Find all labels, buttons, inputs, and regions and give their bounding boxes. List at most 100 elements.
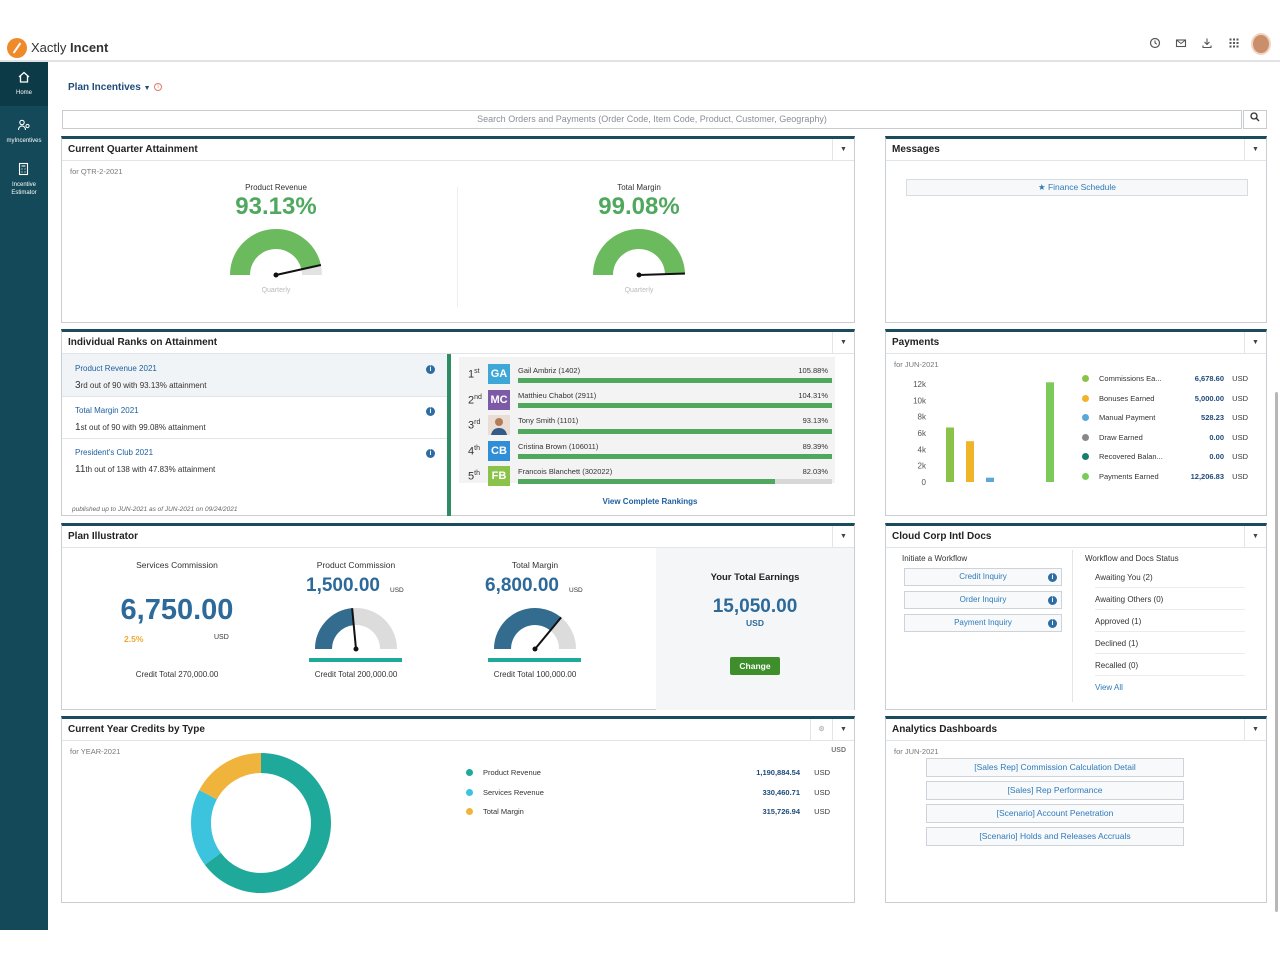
status-declined[interactable]: Declined (1) xyxy=(1095,639,1245,654)
commission-gauge xyxy=(494,608,576,652)
plan-incentives-menu[interactable]: Plan Incentives ▼ xyxy=(68,82,151,93)
rank-plan-detail: 1st out of 90 with 99.08% attainment xyxy=(75,422,448,433)
view-complete-rankings-link[interactable]: View Complete Rankings xyxy=(602,497,698,506)
gauge-needle xyxy=(351,608,357,650)
sidebar: Home myIncentives Incentive Estimator xyxy=(0,62,48,930)
finance-schedule-link[interactable]: ★ Finance Schedule xyxy=(906,179,1248,196)
leader-percent: 89.39% xyxy=(802,442,828,451)
apps-grid-icon[interactable] xyxy=(1227,37,1241,51)
dashboard-link[interactable]: [Sales] Rep Performance xyxy=(926,781,1184,800)
sidebar-item-home[interactable]: Home xyxy=(0,62,48,106)
rank-number: 4 xyxy=(468,445,475,458)
panel-title: Messages ▼ xyxy=(886,139,1266,161)
payment-label: Recovered Balan... xyxy=(1099,452,1163,461)
rank-plan-title: Total Margin 2021 xyxy=(75,406,139,415)
payment-row[interactable]: Manual Payment 528.23 USD xyxy=(1082,413,1248,431)
gauge-needle xyxy=(275,263,322,276)
download-icon[interactable] xyxy=(1200,37,1214,51)
leader-percent: 93.13% xyxy=(802,416,828,425)
product-commission-value: 1,500.00 xyxy=(306,575,380,596)
settings-icon[interactable]: ⚙ xyxy=(810,719,832,741)
rank-plan-title: Product Revenue 2021 xyxy=(75,364,157,373)
payment-inquiry-button[interactable]: Payment Inquiry i xyxy=(904,614,1062,632)
status-awaiting-you[interactable]: Awaiting You (2) xyxy=(1095,573,1245,588)
payment-label: Manual Payment xyxy=(1099,413,1156,422)
credit-currency: USD xyxy=(814,788,830,797)
total-earnings-bg xyxy=(656,548,854,710)
payments-panel: Payments ▼ for JUN-2021 xyxy=(885,329,1267,516)
divider xyxy=(62,438,447,439)
payment-currency: USD xyxy=(1232,452,1248,461)
commission-rate: 2.5% xyxy=(124,634,144,644)
sidebar-item-label: Incentive Estimator xyxy=(11,182,37,196)
panel-title: Individual Ranks on Attainment ▼ xyxy=(62,332,854,354)
gauge-hub xyxy=(273,272,279,278)
status-awaiting-others[interactable]: Awaiting Others (0) xyxy=(1095,595,1245,610)
selected-row-bg xyxy=(62,354,447,396)
history-icon[interactable] xyxy=(1148,37,1162,51)
order-inquiry-button[interactable]: Order Inquiry i xyxy=(904,591,1062,609)
workflow-label: Order Inquiry xyxy=(959,595,1007,604)
panel-menu-button[interactable]: ▼ xyxy=(1244,719,1266,741)
page-scrollbar[interactable] xyxy=(1275,392,1278,912)
panel-menu-button[interactable]: ▼ xyxy=(1244,526,1266,548)
credit-inquiry-button[interactable]: Credit Inquiry i xyxy=(904,568,1062,586)
info-icon[interactable]: i xyxy=(1048,573,1057,582)
rank-number: 3 xyxy=(468,419,475,432)
status-recalled[interactable]: Recalled (0) xyxy=(1095,661,1245,676)
payment-row[interactable]: Draw Earned 0.00 USD xyxy=(1082,433,1248,451)
credit-total: Credit Total 200,000.00 xyxy=(314,670,398,679)
sidebar-item-incentive-estimator[interactable]: Incentive Estimator xyxy=(0,154,48,198)
info-icon[interactable]: i xyxy=(154,83,162,91)
gauge-hub xyxy=(636,272,642,278)
panel-title: Current Year Credits by Type ⚙ ▼ xyxy=(62,719,854,741)
search-input[interactable]: Search Orders and Payments (Order Code, … xyxy=(62,110,1242,129)
donut-slice xyxy=(191,790,222,865)
sidebar-item-myincentives[interactable]: myIncentives xyxy=(0,110,48,154)
payment-row[interactable]: Bonuses Earned 5,000.00 USD xyxy=(1082,394,1248,412)
payment-row[interactable]: Payments Earned 12,206.83 USD xyxy=(1082,472,1248,490)
rank-plan-item[interactable]: Product Revenue 2021 3rd out of 90 with … xyxy=(63,364,448,391)
payment-row[interactable]: Commissions Ea... 6,678.60 USD xyxy=(1082,374,1248,392)
info-icon[interactable]: i xyxy=(426,449,435,458)
panel-menu-button[interactable]: ▼ xyxy=(832,332,854,354)
info-icon[interactable]: i xyxy=(426,365,435,374)
divider xyxy=(62,396,447,397)
period-label: for JUN-2021 xyxy=(894,747,939,756)
avatar-initials: FB xyxy=(488,466,510,486)
panel-menu-button[interactable]: ▼ xyxy=(832,139,854,161)
gauge-label: Total Margin xyxy=(617,183,661,192)
panel-menu-button[interactable]: ▼ xyxy=(1244,139,1266,161)
selection-bar xyxy=(447,354,451,516)
info-icon[interactable]: i xyxy=(426,407,435,416)
credit-currency: USD xyxy=(814,807,830,816)
total-earnings-value: 15,050.00 xyxy=(712,596,798,617)
info-icon[interactable]: i xyxy=(1048,596,1057,605)
credit-total: Credit Total 270,000.00 xyxy=(135,670,219,679)
messages-panel: Messages ▼ ★ Finance Schedule xyxy=(885,136,1267,323)
leader-percent: 105.88% xyxy=(798,366,828,375)
rank-plan-item[interactable]: Total Margin 2021 1st out of 90 with 99.… xyxy=(63,406,448,433)
rank-plan-item[interactable]: President's Club 2021 11th out of 138 wi… xyxy=(63,448,448,475)
progress-track xyxy=(518,429,832,434)
leader-name: Gail Ambriz (1402) xyxy=(518,366,581,375)
dashboard-link[interactable]: [Scenario] Holds and Releases Accruals xyxy=(926,827,1184,846)
rank-suffix: th xyxy=(85,465,93,474)
panel-menu-button[interactable]: ▼ xyxy=(832,719,854,741)
change-button[interactable]: Change xyxy=(730,657,780,675)
xactly-logo-icon xyxy=(7,38,27,58)
panel-menu-button[interactable]: ▼ xyxy=(1244,332,1266,354)
calculator-icon xyxy=(0,162,48,178)
dashboard-link[interactable]: [Sales Rep] Commission Calculation Detai… xyxy=(926,758,1184,777)
commission-gauge xyxy=(315,608,397,652)
mail-icon[interactable] xyxy=(1174,37,1188,51)
view-all-link[interactable]: View All xyxy=(1095,683,1123,692)
dashboard-link[interactable]: [Scenario] Account Penetration xyxy=(926,804,1184,823)
user-avatar[interactable] xyxy=(1251,33,1271,55)
payment-row[interactable]: Recovered Balan... 0.00 USD xyxy=(1082,452,1248,470)
info-icon[interactable]: i xyxy=(1048,619,1057,628)
search-button[interactable] xyxy=(1243,110,1267,129)
currency-label: USD xyxy=(214,634,229,641)
panel-menu-button[interactable]: ▼ xyxy=(832,526,854,548)
status-approved[interactable]: Approved (1) xyxy=(1095,617,1245,632)
